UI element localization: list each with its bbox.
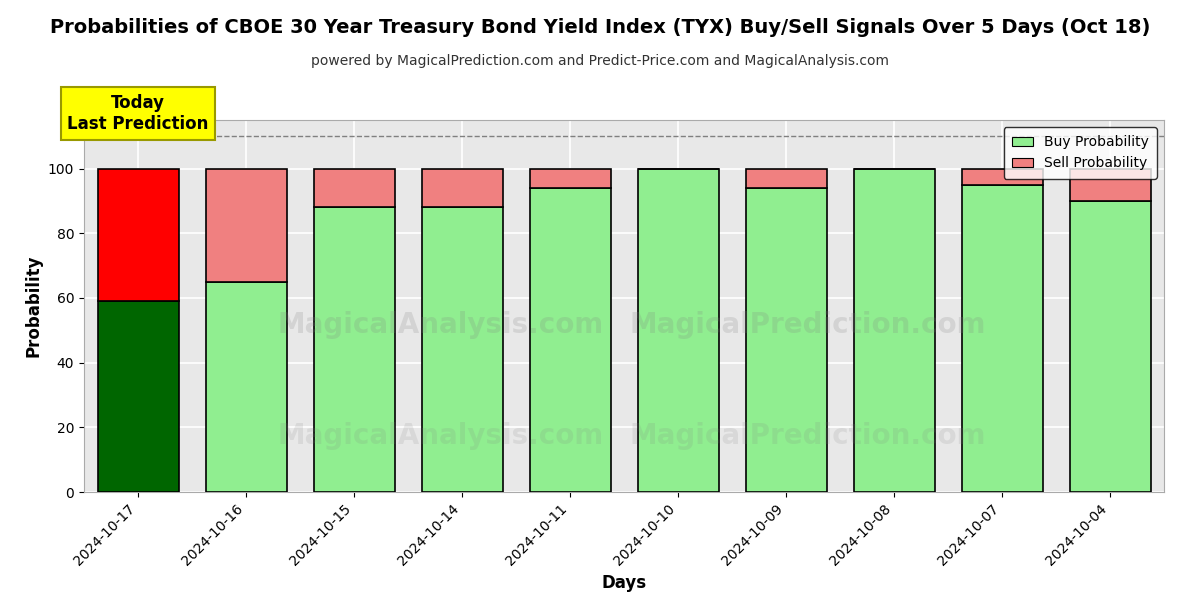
Bar: [1069, 169, 1151, 201]
Bar: [97, 169, 179, 301]
X-axis label: Days: Days: [601, 574, 647, 592]
Y-axis label: Probability: Probability: [24, 255, 42, 357]
Text: Today
Last Prediction: Today Last Prediction: [67, 94, 209, 133]
Bar: [961, 169, 1043, 185]
Bar: [97, 301, 179, 492]
Text: Probabilities of CBOE 30 Year Treasury Bond Yield Index (TYX) Buy/Sell Signals O: Probabilities of CBOE 30 Year Treasury B…: [50, 18, 1150, 37]
Bar: [1069, 201, 1151, 492]
Bar: [421, 208, 503, 492]
Bar: [529, 188, 611, 492]
Bar: [421, 169, 503, 208]
Text: MagicalAnalysis.com: MagicalAnalysis.com: [277, 311, 604, 338]
Bar: [745, 188, 827, 492]
Bar: [313, 169, 395, 208]
Bar: [529, 169, 611, 188]
Bar: [637, 169, 719, 492]
Text: MagicalPrediction.com: MagicalPrediction.com: [629, 311, 986, 338]
Text: powered by MagicalPrediction.com and Predict-Price.com and MagicalAnalysis.com: powered by MagicalPrediction.com and Pre…: [311, 54, 889, 68]
Legend: Buy Probability, Sell Probability: Buy Probability, Sell Probability: [1003, 127, 1157, 179]
Bar: [205, 282, 287, 492]
Bar: [853, 169, 935, 492]
Bar: [745, 169, 827, 188]
Bar: [205, 169, 287, 282]
Bar: [313, 208, 395, 492]
Text: MagicalPrediction.com: MagicalPrediction.com: [629, 422, 986, 450]
Bar: [961, 185, 1043, 492]
Text: MagicalAnalysis.com: MagicalAnalysis.com: [277, 422, 604, 450]
